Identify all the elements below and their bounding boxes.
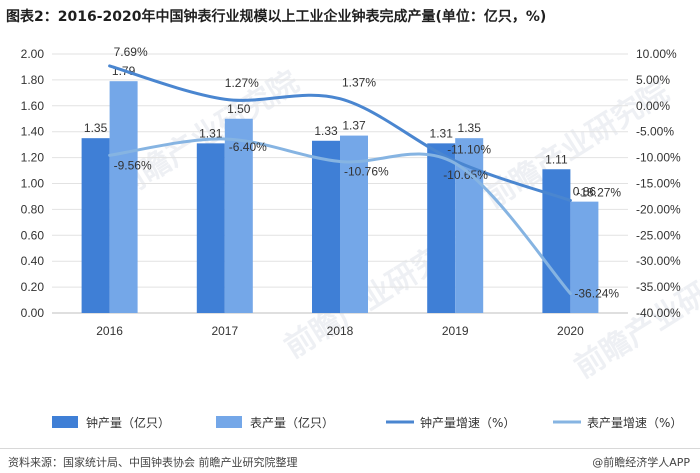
bar-data-label: 1.37 xyxy=(342,119,366,133)
bar-data-label: 1.11 xyxy=(545,152,568,166)
left-axis-tick: 0.60 xyxy=(21,228,45,242)
line-data-label: -10.76% xyxy=(344,165,389,179)
bar-clock xyxy=(81,138,110,313)
right-axis-tick: -40.00% xyxy=(636,306,681,320)
left-axis-tick: 1.60 xyxy=(21,99,45,113)
x-axis-tick: 2017 xyxy=(211,324,238,338)
bar-watch xyxy=(340,135,368,313)
brand-label: @前瞻经济学人APP xyxy=(592,456,690,469)
footer: 资料来源：国家统计局、中国钟表协会 前瞻产业研究院整理 @前瞻经济学人APP xyxy=(0,448,700,473)
legend-label: 表产量增速（%） xyxy=(587,416,682,430)
left-axis-tick: 1.20 xyxy=(21,151,45,165)
right-axis-tick: 5.00% xyxy=(636,73,670,87)
left-axis-tick: 2.00 xyxy=(21,47,45,61)
line-data-label: -6.40% xyxy=(229,140,267,154)
line-data-label: -11.10% xyxy=(447,142,491,156)
line-data-label: -9.56% xyxy=(114,158,152,172)
left-axis-tick: 1.00 xyxy=(21,177,45,191)
bar-clock xyxy=(196,143,225,313)
right-axis-tick: -35.00% xyxy=(636,280,681,294)
bar-data-label: 1.31 xyxy=(199,126,223,140)
line-data-label: -36.24% xyxy=(574,287,619,301)
bar-data-label: 1.50 xyxy=(227,102,251,116)
right-axis-tick: -30.00% xyxy=(636,254,681,268)
line-data-label: -18.27% xyxy=(576,185,621,199)
clock-growth-line xyxy=(108,64,572,202)
x-axis-tick: 2019 xyxy=(442,324,469,338)
chart-title: 图表2：2016-2020年中国钟表行业规模以上工业企业钟表完成产量(单位：亿只… xyxy=(6,9,547,25)
bar-data-label: 1.35 xyxy=(458,121,482,135)
right-axis-tick: 10.00% xyxy=(636,47,677,61)
right-axis-tick: -10.00% xyxy=(636,151,681,165)
line-data-label: 7.69% xyxy=(114,45,148,59)
left-axis-tick: 1.80 xyxy=(21,73,45,87)
bar-clock xyxy=(542,169,571,313)
left-axis-tick: 0.20 xyxy=(21,280,45,294)
bar-data-label: 1.31 xyxy=(430,126,454,140)
legend-label: 钟产量增速（%） xyxy=(420,415,515,430)
bar-watch xyxy=(570,201,599,313)
legend-label: 表产量（亿只） xyxy=(250,415,334,430)
bar-data-label: 1.35 xyxy=(84,121,108,135)
bar-watch xyxy=(109,81,138,313)
x-axis-tick: 2018 xyxy=(327,324,354,338)
source-note: 资料来源：国家统计局、中国钟表协会 前瞻产业研究院整理 xyxy=(8,456,298,469)
x-axis-tick: 2020 xyxy=(557,324,584,338)
right-axis-tick: -25.00% xyxy=(636,228,681,242)
right-axis-tick: -15.00% xyxy=(636,177,681,191)
watch-growth-line xyxy=(108,137,572,296)
bar-clock xyxy=(427,143,456,313)
left-axis-tick: 0.80 xyxy=(21,202,45,216)
left-axis-tick: 0.40 xyxy=(21,254,45,268)
right-axis-tick: 0.00% xyxy=(636,99,670,113)
bar-data-label: 0.86 xyxy=(573,185,597,199)
line-data-label: 1.37% xyxy=(342,76,376,90)
legend-label: 钟产量（亿只） xyxy=(86,415,170,430)
right-axis-tick: -5.00% xyxy=(636,125,674,139)
legend-swatch xyxy=(52,416,78,428)
left-axis-tick: 0.00 xyxy=(21,306,45,320)
bar-clock xyxy=(312,140,340,313)
x-axis-tick: 2016 xyxy=(96,324,123,338)
right-axis-tick: -20.00% xyxy=(636,202,681,216)
bar-watch xyxy=(224,118,253,313)
left-axis-tick: 1.40 xyxy=(21,125,45,139)
bar-data-label: 1.33 xyxy=(314,124,338,138)
line-data-label: 1.27% xyxy=(225,76,259,90)
legend-swatch xyxy=(216,416,242,428)
